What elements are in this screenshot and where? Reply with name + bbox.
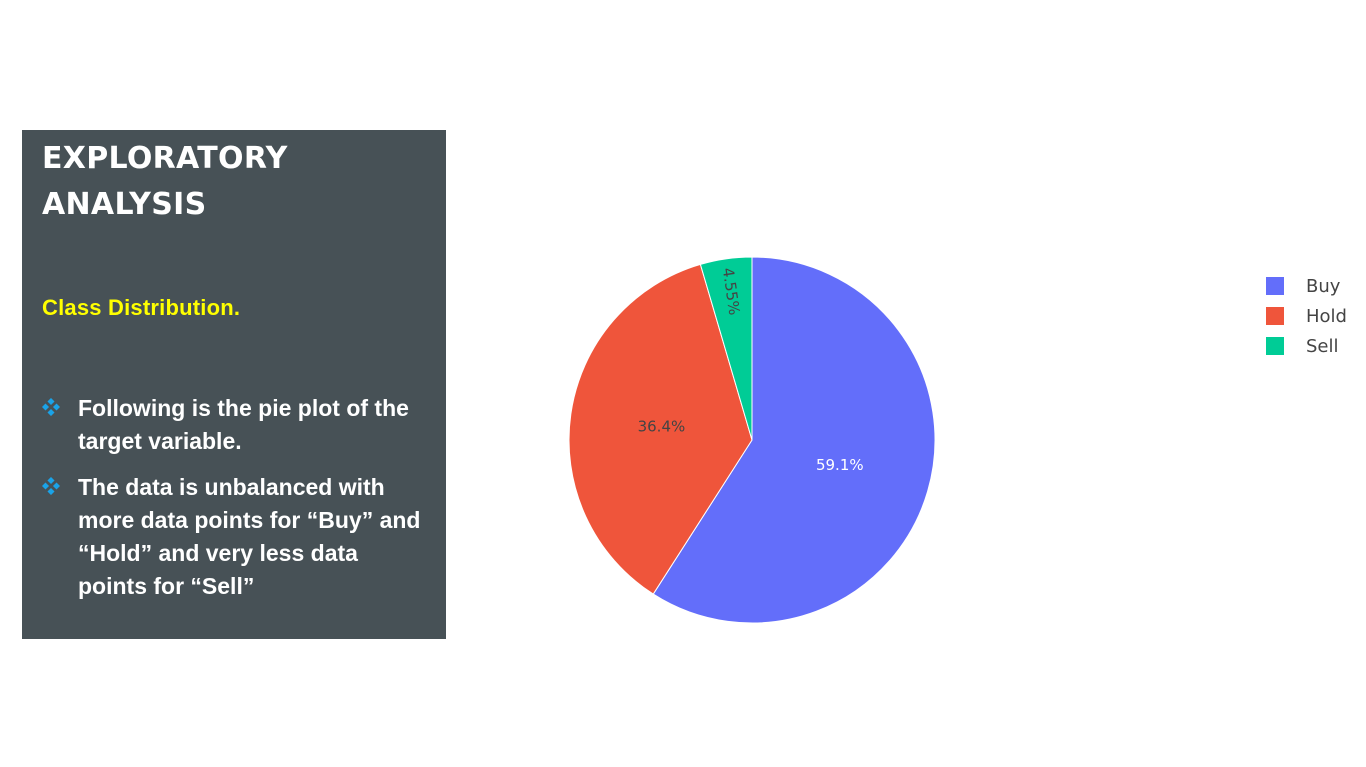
legend-item-sell[interactable]: Sell [1266, 336, 1339, 357]
pie-slice-sell [699, 256, 753, 441]
bullet-text: The data is unbalanced with more data po… [78, 474, 421, 599]
legend-item-buy[interactable]: Buy [1266, 276, 1341, 297]
pie-label-hold: 36.4% [638, 418, 686, 436]
legend-swatch-hold [1266, 307, 1284, 325]
panel-title-line-1: EXPLORATORY [42, 141, 288, 176]
legend-label-buy: Buy [1306, 276, 1341, 297]
panel-title-line-2: ANALYSIS [42, 187, 207, 222]
pie-slice-buy [652, 256, 936, 624]
panel-title: EXPLORATORY ANALYSIS [42, 136, 288, 228]
legend-label-sell: Sell [1306, 336, 1339, 357]
legend-label-hold: Hold [1306, 306, 1347, 327]
bullet-text: Following is the pie plot of the target … [78, 395, 409, 454]
bullet-item: Following is the pie plot of the target … [42, 392, 422, 458]
legend-swatch-sell [1266, 337, 1284, 355]
pie-slice-hold [568, 263, 753, 595]
bullet-item: The data is unbalanced with more data po… [42, 471, 422, 603]
legend-item-hold[interactable]: Hold [1266, 306, 1347, 327]
pie-slices [568, 256, 936, 624]
legend-swatch-buy [1266, 277, 1284, 295]
bullet-list: Following is the pie plot of the target … [42, 392, 422, 616]
chart-legend[interactable]: Buy Hold Sell [1266, 276, 1347, 357]
pie-label-buy: 59.1% [816, 456, 864, 474]
diamond-bullet-icon [42, 477, 60, 495]
panel-subtitle: Class Distribution. [42, 295, 241, 320]
pie-labels: 59.1%36.4%4.55% [638, 267, 864, 475]
diamond-bullet-icon [42, 398, 60, 416]
info-panel: EXPLORATORY ANALYSIS Class Distribution.… [22, 130, 446, 639]
